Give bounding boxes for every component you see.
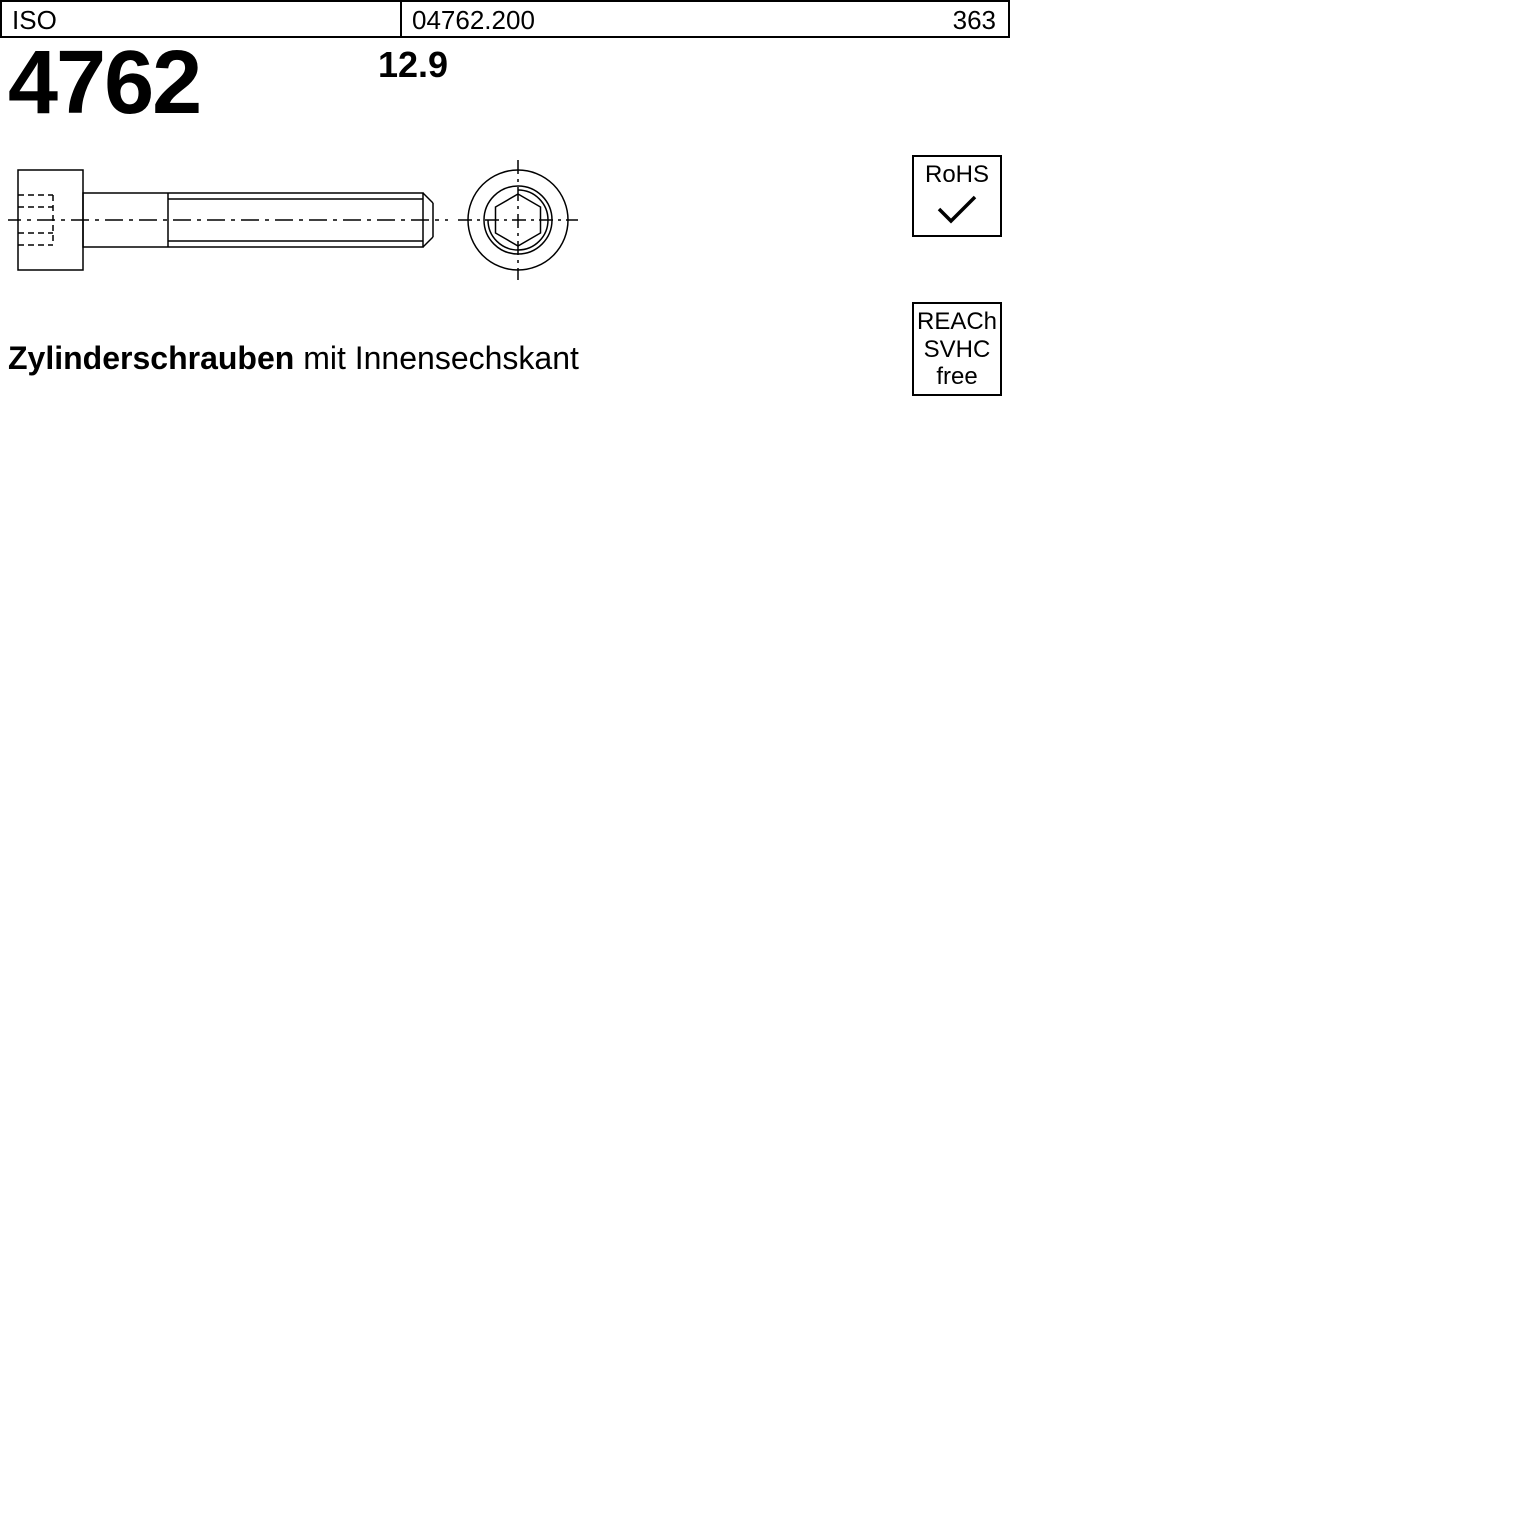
product-description: Zylinderschrauben mit Innensechskant	[8, 340, 579, 377]
reach-line2: SVHC	[914, 336, 1000, 364]
header-standard-label: ISO	[2, 2, 402, 36]
datasheet-region: ISO 04762.200 363 4762 12.9	[0, 0, 1010, 430]
header-page-number: 363	[918, 2, 1008, 36]
reach-badge: REACh SVHC free	[912, 302, 1002, 396]
reach-line1: REACh	[914, 308, 1000, 336]
technical-drawing	[8, 155, 608, 305]
description-rest: mit Innensechskant	[294, 340, 579, 376]
rohs-label: RoHS	[925, 161, 989, 188]
screw-drawing-svg	[8, 155, 608, 305]
description-bold: Zylinderschrauben	[8, 340, 294, 376]
page: ISO 04762.200 363 4762 12.9	[0, 0, 1536, 1536]
rohs-badge: RoHS	[912, 155, 1002, 237]
reach-line3: free	[914, 363, 1000, 391]
strength-grade: 12.9	[378, 44, 448, 86]
check-icon	[935, 191, 979, 229]
header-code: 04762.200	[402, 2, 918, 36]
standard-number: 4762	[8, 32, 200, 135]
